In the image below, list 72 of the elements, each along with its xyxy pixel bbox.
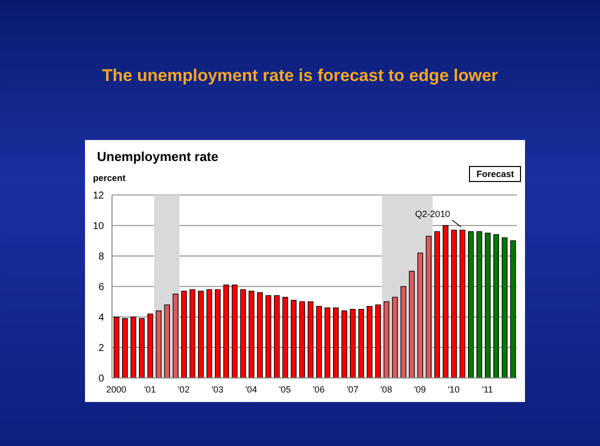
- bar: [333, 308, 339, 378]
- bar: [493, 234, 500, 378]
- bar: [248, 290, 254, 378]
- y-tick-label: 12: [92, 190, 104, 202]
- bar: [214, 289, 221, 378]
- bar: [240, 289, 246, 378]
- bar: [308, 301, 314, 378]
- y-tick-label: 4: [98, 312, 104, 324]
- bar: [417, 252, 424, 378]
- bar: [476, 231, 482, 378]
- x-tick-label: 2000: [106, 384, 126, 394]
- x-tick-label: '08: [380, 384, 392, 394]
- bar: [426, 236, 432, 378]
- bar: [172, 294, 178, 378]
- bar: [366, 306, 372, 378]
- bar: [282, 296, 288, 378]
- bar: [460, 230, 466, 378]
- x-tick-label: '03: [212, 384, 224, 394]
- chart-title: The unemployment rate is forecast to edge lower: [101, 66, 499, 86]
- y-tick-label: 6: [98, 282, 104, 294]
- x-tick-label: '02: [178, 384, 190, 394]
- bar: [147, 314, 154, 378]
- bar: [223, 284, 230, 378]
- bar: [510, 240, 516, 378]
- bar: [257, 292, 263, 378]
- bar: [181, 290, 187, 378]
- bar: [350, 309, 356, 378]
- bar: [299, 301, 305, 378]
- x-tick-label: '06: [312, 384, 325, 394]
- bar: [400, 286, 406, 378]
- text: Forecast: [469, 166, 521, 182]
- x-tick-label: '01: [144, 384, 156, 394]
- bar: [384, 301, 390, 378]
- bar: [408, 270, 415, 378]
- bar: [232, 284, 238, 378]
- bar: [190, 289, 196, 378]
- bar: [451, 230, 457, 378]
- bar: [434, 231, 440, 378]
- x-tick-label: '11: [482, 384, 493, 394]
- bar: [138, 318, 145, 378]
- bar: [375, 304, 381, 378]
- x-tick-label: '10: [448, 384, 460, 394]
- bar: [358, 309, 364, 378]
- bar: [266, 295, 272, 378]
- bar: [324, 308, 330, 378]
- x-tick-label: '04: [245, 384, 258, 394]
- y-axis-title: percent: [93, 173, 126, 183]
- x-tick-label: '09: [414, 384, 426, 394]
- bar: [442, 225, 448, 378]
- annotation: Q2-2010: [415, 209, 450, 220]
- bar: [502, 237, 508, 378]
- bar: [290, 300, 297, 378]
- bar: [156, 310, 162, 378]
- bar: [392, 296, 398, 378]
- bar: [130, 316, 136, 378]
- bar: [122, 318, 128, 378]
- bar: [316, 306, 322, 378]
- bar: [274, 295, 280, 378]
- y-tick-label: 8: [98, 252, 104, 263]
- x-tick-label: '05: [279, 384, 291, 394]
- y-tick-label: 0: [98, 374, 104, 385]
- y-tick-label: 2: [98, 343, 104, 354]
- bar: [198, 290, 204, 378]
- bar: [484, 232, 491, 378]
- x-tick-label: '07: [346, 384, 358, 394]
- y-tick-label: 10: [92, 221, 104, 232]
- bar: [341, 310, 348, 378]
- chart-subtitle: Unemployment rate: [97, 149, 218, 164]
- bar: [114, 316, 120, 378]
- bar: [206, 289, 212, 378]
- bar: [468, 231, 474, 378]
- bar: [164, 304, 170, 378]
